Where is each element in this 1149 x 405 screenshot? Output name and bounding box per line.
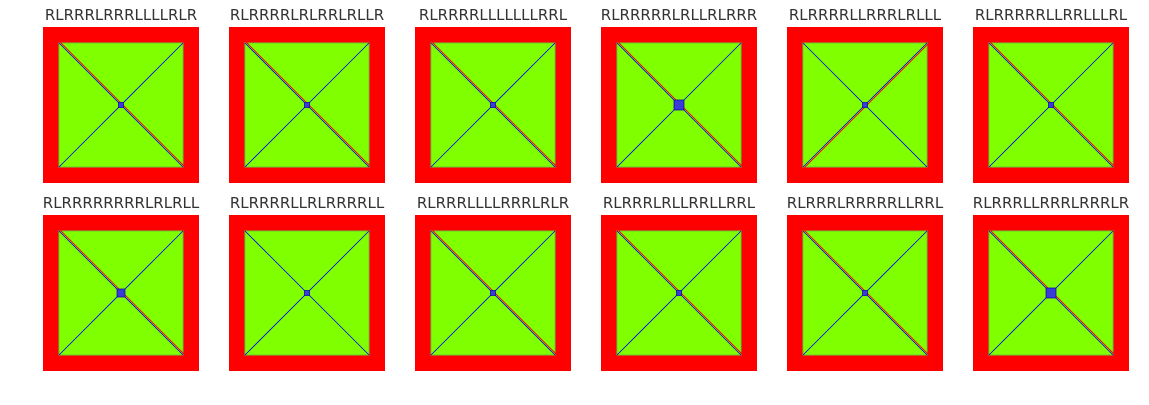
pattern-image <box>787 27 943 183</box>
center-mark <box>862 102 868 108</box>
panel-6: RLRRRRRLLRRLLLRL <box>973 0 1149 183</box>
panel-12: RLRRRLLRRRLRRRLR <box>973 188 1149 371</box>
pattern-image <box>601 215 757 371</box>
panel-3: RLRRRRLLLLLLLRRL <box>415 0 601 183</box>
panel-5: RLRRRRLLRRRLRLLL <box>787 0 973 183</box>
pattern-image <box>415 215 571 371</box>
center-mark <box>1048 102 1054 108</box>
panel-10: RLRRRLRLLRRLLRRL <box>601 188 787 371</box>
center-mark <box>118 102 124 108</box>
panel-11: RLRRRLRRRRRLLRRL <box>787 188 973 371</box>
pattern-image <box>415 27 571 183</box>
panel-label: RLRRRLLLLRRRLRLR <box>416 194 570 212</box>
panel-1: RLRRRLRRRLLLLRLR <box>43 0 229 183</box>
panel-label: RLRRRRLLRLRRRRLL <box>229 194 385 212</box>
panel-label: RLRRRRLLRRRLRLLL <box>788 6 942 24</box>
center-mark <box>1045 287 1057 299</box>
panel-8: RLRRRRLLRLRRRRLL <box>229 188 415 371</box>
center-mark <box>490 290 496 296</box>
panel-label: RLRRRLLRRRLRRRLR <box>972 194 1130 212</box>
panel-label: RLRRRRRRRRLRLRLL <box>42 194 200 212</box>
panel-label: RLRRRLRRRLLLLRLR <box>44 6 198 24</box>
panel-label: RLRRRLRLLRRLLRRL <box>602 194 756 212</box>
pattern-image <box>601 27 757 183</box>
center-mark <box>673 99 685 111</box>
panel-label: RLRRRRRLLRRLLLRL <box>974 6 1128 24</box>
panel-4: RLRRRRRLRLLRLRRR <box>601 0 787 183</box>
panel-2: RLRRRRLRLRRLRLLR <box>229 0 415 183</box>
center-mark <box>116 288 126 298</box>
center-mark <box>304 290 310 296</box>
panel-label: RLRRRRLRLRRLRLLR <box>229 6 385 24</box>
pattern-image <box>787 215 943 371</box>
center-mark <box>676 290 682 296</box>
panel-label: RLRRRRLLLLLLLRRL <box>418 6 568 24</box>
pattern-image <box>229 215 385 371</box>
panel-label: RLRRRLRRRRRLLRRL <box>786 194 944 212</box>
pattern-image <box>973 27 1129 183</box>
pattern-image <box>973 215 1129 371</box>
pattern-image <box>43 215 199 371</box>
center-mark <box>490 102 496 108</box>
center-mark <box>304 102 310 108</box>
panel-9: RLRRRLLLLRRRLRLR <box>415 188 601 371</box>
panel-7: RLRRRRRRRRLRLRLL <box>43 188 229 371</box>
pattern-image <box>43 27 199 183</box>
panel-label: RLRRRRRLRLLRLRRR <box>600 6 758 24</box>
pattern-image <box>229 27 385 183</box>
center-mark <box>862 290 868 296</box>
